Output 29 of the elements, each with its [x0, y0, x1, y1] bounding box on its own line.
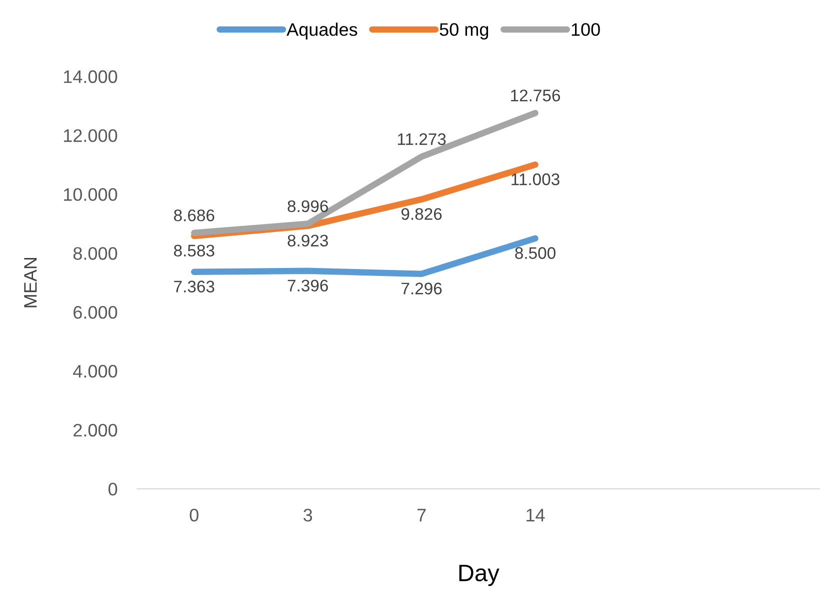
- y-axis-title: MEAN: [24, 258, 37, 308]
- y-tick-label: 12.000: [64, 129, 118, 142]
- y-tick-label: 6.000: [74, 306, 118, 319]
- legend-label: 50 mg: [440, 23, 488, 40]
- y-tick-label: 14.000: [64, 70, 118, 84]
- data-label: 8.686: [174, 209, 214, 222]
- data-label: 11.273: [398, 133, 446, 146]
- data-label: 11.003: [512, 173, 560, 186]
- x-tick-label: 7: [417, 508, 426, 522]
- x-tick-label: 14: [526, 508, 545, 522]
- y-tick-label: 8.000: [73, 247, 118, 260]
- legend-label: Aquades: [286, 22, 358, 40]
- y-tick-label: 2.000: [74, 424, 118, 437]
- data-label: 8.996: [288, 200, 328, 212]
- y-tick-label: 10.000: [64, 188, 118, 201]
- data-label: 9.826: [401, 208, 442, 220]
- y-tick-label: 0: [108, 482, 118, 496]
- x-tick-label: 3: [304, 508, 312, 522]
- x-tick-label: 0: [190, 508, 198, 522]
- data-label: 12.756: [511, 90, 560, 102]
- x-axis-title: Day: [459, 564, 500, 586]
- data-label: 8.923: [288, 234, 328, 247]
- data-label: 7.396: [288, 280, 328, 292]
- data-label: 8.583: [174, 244, 214, 257]
- data-label: 7.296: [402, 282, 442, 294]
- legend-label: 100: [572, 23, 600, 36]
- data-label: 7.363: [174, 280, 214, 292]
- y-tick-label: 4.000: [73, 364, 118, 378]
- data-label: 8.500: [515, 247, 556, 259]
